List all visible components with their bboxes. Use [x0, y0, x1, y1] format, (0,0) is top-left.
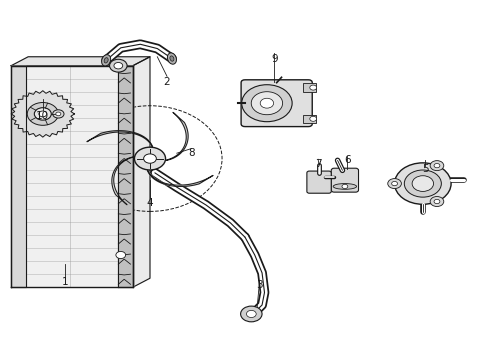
Circle shape	[434, 199, 440, 204]
Text: 2: 2	[164, 77, 171, 87]
Circle shape	[246, 310, 256, 318]
Circle shape	[404, 170, 441, 197]
Circle shape	[144, 154, 156, 163]
Polygon shape	[147, 170, 213, 186]
Polygon shape	[133, 57, 150, 287]
Circle shape	[260, 98, 273, 108]
Polygon shape	[11, 66, 26, 287]
Circle shape	[114, 63, 122, 69]
Text: 8: 8	[188, 148, 195, 158]
Ellipse shape	[104, 58, 108, 63]
Text: 9: 9	[271, 54, 277, 64]
Polygon shape	[87, 131, 153, 147]
Text: 4: 4	[147, 198, 153, 208]
Text: 7: 7	[315, 159, 321, 169]
Ellipse shape	[168, 53, 176, 64]
Circle shape	[27, 103, 58, 125]
Ellipse shape	[170, 56, 174, 61]
Circle shape	[310, 85, 317, 90]
Circle shape	[412, 176, 434, 192]
Circle shape	[116, 251, 125, 258]
Circle shape	[430, 197, 444, 207]
Circle shape	[434, 163, 440, 168]
Circle shape	[241, 306, 262, 322]
Circle shape	[134, 147, 166, 170]
Circle shape	[310, 116, 317, 121]
Bar	[303, 114, 316, 123]
Circle shape	[394, 163, 451, 204]
FancyBboxPatch shape	[307, 171, 331, 193]
Text: 3: 3	[256, 280, 263, 291]
Text: 10: 10	[36, 111, 49, 121]
Circle shape	[56, 112, 61, 116]
Bar	[303, 83, 316, 92]
Circle shape	[388, 179, 401, 189]
Circle shape	[39, 111, 47, 117]
Ellipse shape	[333, 184, 357, 189]
Circle shape	[110, 59, 127, 72]
Circle shape	[53, 110, 64, 118]
FancyBboxPatch shape	[241, 80, 312, 127]
Polygon shape	[11, 66, 133, 287]
Circle shape	[251, 92, 283, 115]
Text: 5: 5	[422, 164, 429, 174]
Polygon shape	[11, 91, 74, 137]
Circle shape	[392, 181, 397, 186]
Polygon shape	[165, 112, 188, 161]
FancyBboxPatch shape	[331, 168, 359, 192]
Ellipse shape	[101, 55, 111, 66]
Circle shape	[34, 108, 51, 120]
Polygon shape	[112, 157, 135, 205]
Text: 6: 6	[344, 156, 351, 165]
Circle shape	[242, 85, 292, 122]
Text: 1: 1	[61, 277, 68, 287]
Polygon shape	[11, 57, 150, 66]
Circle shape	[342, 184, 348, 189]
Circle shape	[430, 161, 444, 171]
Polygon shape	[118, 66, 133, 287]
